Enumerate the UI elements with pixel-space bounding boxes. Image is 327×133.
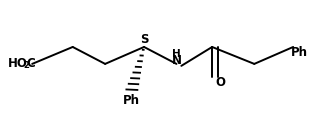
Text: Ph: Ph (291, 46, 308, 59)
Text: Ph: Ph (123, 94, 140, 107)
Text: 2: 2 (24, 61, 29, 70)
Text: HO: HO (8, 57, 28, 70)
Text: N: N (171, 54, 181, 67)
Text: H: H (172, 49, 181, 59)
Text: O: O (215, 76, 225, 89)
Text: S: S (140, 33, 148, 46)
Text: C: C (27, 57, 35, 70)
